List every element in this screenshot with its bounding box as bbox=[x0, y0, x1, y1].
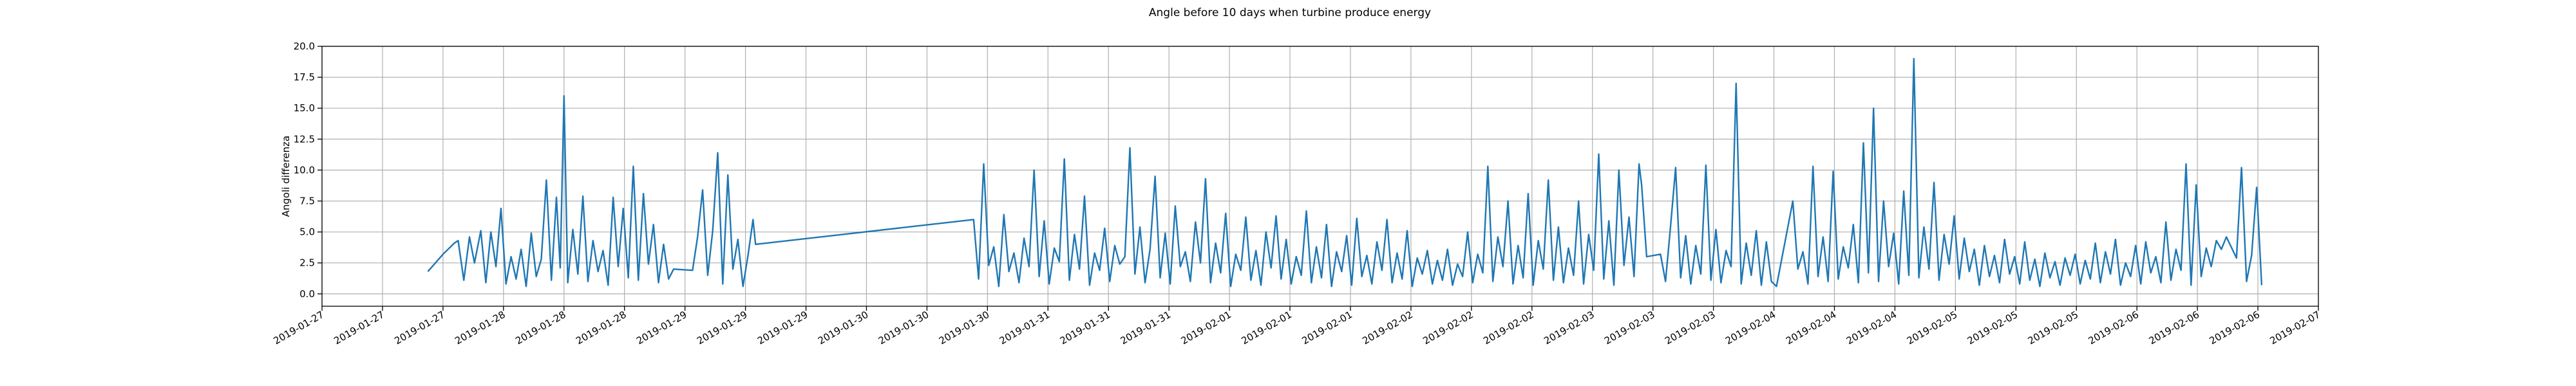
x-tick-label: 2019-02-04 bbox=[1723, 309, 1778, 347]
y-tick-label: 10.0 bbox=[294, 164, 315, 176]
x-tick-label: 2019-02-06 bbox=[2208, 309, 2262, 347]
x-tick-label: 2019-01-28 bbox=[574, 309, 629, 347]
y-axis: 0.0 2.5 5.0 7.5 10.0 12.5 15.0 17.5 20.0 bbox=[294, 41, 322, 300]
x-tick-label: 2019-02-02 bbox=[1481, 309, 1536, 347]
y-tick-label: 0.0 bbox=[299, 288, 315, 300]
y-tick-label: 7.5 bbox=[299, 195, 315, 207]
x-tick-label: 2019-01-31 bbox=[1119, 309, 1173, 347]
plot-area bbox=[427, 58, 2263, 288]
x-tick-label: 2019-02-05 bbox=[1905, 309, 1960, 347]
y-tick-label: 20.0 bbox=[294, 41, 315, 52]
x-tick-label: 2019-01-29 bbox=[695, 309, 750, 347]
series-line bbox=[427, 58, 2263, 288]
y-axis-label: Angoli differenza bbox=[280, 136, 292, 217]
x-tick-label: 2019-01-28 bbox=[513, 309, 568, 347]
x-tick-label: 2019-01-30 bbox=[816, 309, 871, 347]
x-tick-label: 2019-01-30 bbox=[876, 309, 931, 347]
x-tick-label: 2019-01-30 bbox=[937, 309, 992, 347]
x-tick-label: 2019-02-04 bbox=[1844, 309, 1899, 347]
x-tick-label: 2019-01-28 bbox=[453, 309, 507, 347]
y-tick-label: 17.5 bbox=[294, 71, 315, 83]
x-tick-label: 2019-02-02 bbox=[1421, 309, 1475, 347]
x-tick-label: 2019-02-05 bbox=[1965, 309, 2020, 347]
x-tick-label: 2019-02-03 bbox=[1542, 309, 1596, 347]
y-tick-label: 2.5 bbox=[299, 257, 315, 269]
x-tick-label: 2019-02-01 bbox=[1179, 309, 1234, 347]
x-tick-label: 2019-02-01 bbox=[1240, 309, 1294, 347]
x-tick-label: 2019-01-27 bbox=[392, 309, 447, 347]
x-tick-label: 2019-01-29 bbox=[755, 309, 810, 347]
y-tick-label: 5.0 bbox=[299, 226, 315, 238]
y-tick-label: 15.0 bbox=[294, 102, 315, 114]
x-tick-label: 2019-02-02 bbox=[1360, 309, 1415, 347]
x-tick-label: 2019-01-31 bbox=[1058, 309, 1113, 347]
x-tick-label: 2019-02-03 bbox=[1602, 309, 1657, 347]
x-axis: 2019-01-27 2019-01-27 2019-01-27 2019-01-28… bbox=[271, 306, 2322, 347]
x-tick-label: 2019-01-27 bbox=[332, 309, 386, 347]
x-tick-label: 2019-02-06 bbox=[2087, 309, 2141, 347]
x-tick-label: 2019-02-07 bbox=[2268, 309, 2322, 347]
chart-title: Angle before 10 days when turbine produc… bbox=[1149, 6, 1431, 19]
x-tick-label: 2019-02-01 bbox=[1300, 309, 1354, 347]
x-tick-label: 2019-02-05 bbox=[2026, 309, 2081, 347]
x-tick-label: 2019-02-04 bbox=[1784, 309, 1839, 347]
x-tick-label: 2019-01-27 bbox=[271, 309, 326, 347]
x-tick-label: 2019-02-03 bbox=[1663, 309, 1718, 347]
axes-frame bbox=[321, 46, 2319, 307]
x-tick-label: 2019-01-31 bbox=[998, 309, 1052, 347]
y-tick-label: 12.5 bbox=[294, 133, 315, 145]
x-tick-label: 2019-01-29 bbox=[634, 309, 689, 347]
x-tick-label: 2019-02-06 bbox=[2147, 309, 2202, 347]
